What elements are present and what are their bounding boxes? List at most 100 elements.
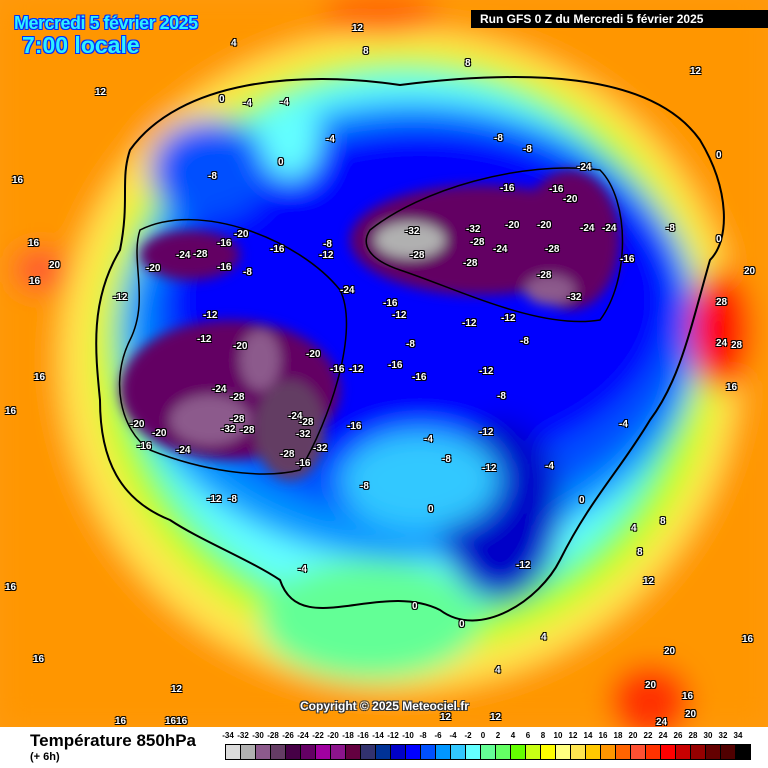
forecast-time: 7:00 locale (22, 32, 140, 58)
isotherm-label: -8 (520, 336, 529, 347)
isotherm-label: -24 (602, 223, 617, 234)
legend-tick-label: -8 (419, 731, 427, 740)
isotherm-label: -8 (497, 391, 506, 402)
isotherm-label: -24 (176, 250, 191, 261)
legend-tick-label: -10 (402, 731, 414, 740)
isotherm-label: 16 (29, 276, 41, 287)
isotherm-label: 20 (664, 646, 676, 657)
isotherm-label: -16 (388, 360, 403, 371)
color-swatch (406, 745, 421, 759)
isotherm-label: 4 (631, 523, 637, 534)
legend-tick-label: -34 (222, 731, 234, 740)
color-swatch (481, 745, 496, 759)
color-swatch (706, 745, 721, 759)
color-swatch (271, 745, 286, 759)
isotherm-label: 0 (716, 234, 722, 245)
isotherm-label: 0 (716, 150, 722, 161)
isotherm-label: -12 (479, 427, 494, 438)
isotherm-label: 12 (643, 576, 655, 587)
color-swatch (616, 745, 631, 759)
isotherm-label: -20 (505, 220, 520, 231)
isotherm-label: 8 (465, 58, 471, 69)
legend-tick-label: 16 (598, 731, 608, 740)
isotherm-label: 16 (115, 716, 127, 727)
isotherm-label: 8 (637, 547, 643, 558)
legend-tick-label: 20 (628, 731, 638, 740)
isotherm-label: -28 (230, 414, 245, 425)
isotherm-label: -20 (152, 428, 167, 439)
forecast-date: Mercredi 5 février 2025 (14, 13, 198, 33)
isotherm-label: -4 (280, 97, 289, 108)
color-swatch (256, 745, 271, 759)
legend-tick-label: 32 (718, 731, 728, 740)
isotherm-label: -20 (130, 419, 145, 430)
legend-tick-label: -2 (464, 731, 472, 740)
isotherm-label: -24 (580, 223, 595, 234)
isotherm-label: -12 (482, 463, 497, 474)
isotherm-label: -4 (424, 434, 433, 445)
isotherm-label: -12 (319, 250, 334, 261)
isotherm-label: -16 (217, 262, 232, 273)
legend-tick-label: 14 (583, 731, 593, 740)
color-swatch (466, 745, 481, 759)
isotherm-label: -28 (545, 244, 560, 255)
color-swatch (241, 745, 256, 759)
isotherm-label: -20 (537, 220, 552, 231)
color-swatch (631, 745, 646, 759)
isotherm-label: 12 (690, 66, 702, 77)
copyright: Copyright © 2025 Meteociel.fr (300, 699, 469, 713)
isotherm-label: 12 (490, 712, 502, 723)
isotherm-label: 0 (412, 601, 418, 612)
color-swatch (436, 745, 451, 759)
run-info: Run GFS 0 Z du Mercredi 5 février 2025 (471, 10, 768, 28)
isotherm-label: -24 (493, 244, 508, 255)
isotherm-label: -24 (340, 285, 355, 296)
legend-tick-label: -12 (387, 731, 399, 740)
legend-tick-label: 18 (613, 731, 623, 740)
isotherm-label: -12 (203, 310, 218, 321)
isotherm-label: -20 (563, 194, 578, 205)
isotherm-label: 4 (495, 665, 501, 676)
isotherm-label: -16 (500, 183, 515, 194)
isotherm-label: -20 (234, 229, 249, 240)
isotherm-label: -28 (193, 249, 208, 260)
isotherm-label: -12 (197, 334, 212, 345)
color-swatch (361, 745, 376, 759)
isotherm-label: 12 (440, 712, 452, 723)
legend-title: Température 850hPa (30, 731, 196, 750)
legend-tick-label: -30 (252, 731, 264, 740)
legend-tick-label: 24 (658, 731, 668, 740)
isotherm-label: -32 (405, 226, 420, 237)
isotherm-label: -8 (360, 481, 369, 492)
color-swatch (571, 745, 586, 759)
legend-tick-label: 8 (540, 731, 546, 740)
isotherm-label: 4 (231, 38, 237, 49)
isotherm-label: -16 (347, 421, 362, 432)
isotherm-label: -32 (296, 429, 311, 440)
isotherm-label: -12 (479, 366, 494, 377)
legend-tick-label: -22 (312, 731, 324, 740)
isotherm-label: 8 (660, 516, 666, 527)
isotherm-label: 16 (33, 654, 45, 665)
isotherm-label: -8 (228, 494, 237, 505)
legend-tick-label: 4 (510, 731, 516, 740)
isotherm-label: 16 (28, 238, 40, 249)
color-swatch (661, 745, 676, 759)
legend-tick-label: 6 (525, 731, 531, 740)
isotherm-label: -28 (463, 258, 478, 269)
color-swatch (736, 745, 750, 759)
isotherm-label: -8 (323, 239, 332, 250)
temperature-field (0, 0, 768, 727)
isotherm-label: 16 (5, 582, 17, 593)
isotherm-label: -4 (326, 134, 335, 145)
color-swatch (646, 745, 661, 759)
legend-tick-label: -26 (282, 731, 294, 740)
isotherm-label: 24 (656, 717, 668, 727)
color-swatch (721, 745, 736, 759)
color-swatch (511, 745, 526, 759)
isotherm-label: -8 (243, 267, 252, 278)
isotherm-label: -24 (288, 411, 303, 422)
color-swatch (331, 745, 346, 759)
legend-tick-label: 22 (643, 731, 653, 740)
legend-tick-label: 34 (733, 731, 743, 740)
